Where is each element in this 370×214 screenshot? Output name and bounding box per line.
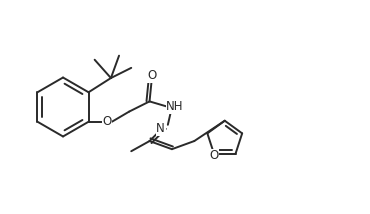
Text: O: O [147, 70, 156, 83]
Text: O: O [209, 149, 219, 162]
Text: N: N [157, 122, 165, 135]
Text: NH: NH [166, 100, 184, 113]
Text: O: O [102, 115, 111, 128]
